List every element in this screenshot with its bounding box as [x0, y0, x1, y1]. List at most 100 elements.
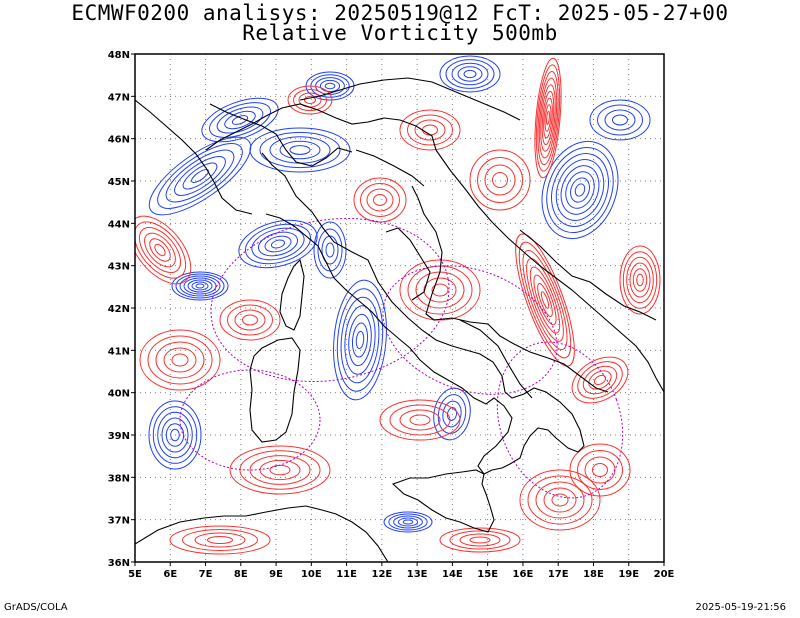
vorticity-contour — [446, 407, 458, 421]
vorticity-contour — [293, 89, 327, 111]
footer-credit: GrADS/COLA — [4, 602, 68, 613]
vorticity-contour — [393, 515, 423, 529]
vorticity-contour — [484, 164, 516, 196]
vorticity-contour — [157, 411, 193, 459]
vorticity-contour — [540, 291, 550, 309]
zero-contour — [210, 218, 450, 382]
vorticity-contour — [259, 131, 341, 169]
vorticity-contour — [249, 127, 351, 173]
vorticity-contour — [229, 445, 331, 495]
balkan-coastline — [435, 149, 664, 393]
vorticity-contour — [414, 119, 446, 141]
vorticity-contour — [570, 177, 590, 203]
vorticity-contour — [546, 110, 550, 126]
lat-tick-label: 37N — [108, 516, 130, 527]
vorticity-contour — [227, 304, 273, 336]
vorticity-contour — [619, 245, 661, 315]
vorticity-contour — [457, 66, 483, 82]
vorticity-contour — [157, 143, 243, 209]
vorticity-contour — [135, 221, 187, 279]
lon-tick-label: 9E — [269, 569, 283, 580]
lon-tick-label: 11E — [336, 569, 357, 580]
lat-tick-label: 47N — [108, 92, 130, 103]
vorticity-contour — [333, 279, 387, 401]
vorticity-contour — [144, 232, 176, 268]
vorticity-contour — [546, 146, 614, 234]
lat-tick-label: 39N — [108, 431, 130, 442]
vorticity-contour — [148, 136, 252, 216]
vorticity-contour — [636, 273, 644, 287]
vorticity-contour — [431, 283, 449, 297]
vorticity-contour — [571, 356, 629, 404]
sardinia-coastline — [249, 337, 301, 443]
vorticity-contour — [244, 223, 312, 265]
vorticity-contour — [551, 493, 569, 507]
vorticity-contour — [560, 165, 600, 215]
vorticity-contour — [163, 347, 197, 373]
lon-tick-label: 19E — [618, 569, 639, 580]
vorticity-contour — [191, 281, 209, 291]
latitude-axis: 36N 37N 38N 39N 40N 41N 42N 43N 44N 45N 46N 47N 48N — [108, 50, 135, 569]
vorticity-contour — [577, 450, 623, 490]
vorticity-contour — [469, 149, 531, 211]
vorticity-contour — [379, 399, 461, 441]
africa-coastline — [135, 505, 389, 562]
france-border — [135, 99, 253, 215]
vorticity-contour — [195, 283, 205, 289]
vorticity-contour — [533, 274, 557, 326]
vorticity-contour — [492, 172, 508, 188]
vorticity-contour — [325, 242, 335, 258]
lon-tick-label: 13E — [407, 569, 428, 580]
inner-border-2 — [385, 227, 431, 301]
vorticity-contour — [383, 511, 433, 533]
vorticity-contour — [537, 70, 559, 166]
vorticity-contours — [135, 55, 661, 555]
vorticity-contour — [239, 450, 321, 490]
vorticity-contour — [423, 277, 457, 303]
map-frame-bg — [135, 54, 664, 562]
vorticity-contour — [543, 97, 553, 139]
vorticity-contour — [360, 183, 400, 217]
vorticity-contour — [543, 487, 577, 513]
vorticity-contour — [373, 194, 387, 206]
vorticity-contour — [179, 275, 221, 297]
vorticity-contour — [147, 335, 213, 385]
vorticity-contour — [399, 109, 461, 151]
vorticity-contour — [589, 99, 651, 141]
vorticity-contour — [540, 84, 556, 152]
lon-tick-label: 6E — [163, 569, 177, 580]
vorticity-contour — [569, 443, 631, 497]
vorticity-contour — [161, 417, 189, 453]
vorticity-contour — [259, 459, 301, 481]
vorticity-contour — [216, 106, 264, 134]
vorticity-contour — [555, 159, 605, 221]
vorticity-contour — [402, 519, 414, 525]
vorticity-contour — [439, 527, 521, 553]
lat-tick-label: 40N — [108, 389, 130, 400]
vorticity-contour — [336, 288, 384, 392]
coastlines-borders — [135, 77, 664, 562]
vorticity-contour — [582, 365, 618, 395]
vorticity-contour — [319, 79, 341, 93]
vorticity-contour — [152, 406, 198, 464]
vorticity-contour — [249, 455, 311, 485]
lon-tick-label: 8E — [234, 569, 248, 580]
vorticity-contour — [344, 305, 376, 375]
vorticity-contour — [351, 322, 369, 358]
vorticity-contour — [264, 235, 292, 253]
vorticity-contour — [534, 57, 562, 179]
vorticity-contour — [234, 309, 266, 331]
vorticity-contour — [526, 258, 564, 342]
italy-coastline — [261, 152, 585, 475]
vorticity-contour — [449, 530, 511, 550]
zero-contour — [496, 341, 624, 499]
corsica-coastline — [279, 258, 305, 331]
vorticity-contour — [409, 414, 431, 426]
vorticity-contour — [541, 90, 555, 146]
lon-tick-label: 10E — [301, 569, 322, 580]
lon-tick-label: 5E — [128, 569, 142, 580]
vorticity-contour — [565, 171, 595, 209]
vorticity-contour — [209, 102, 271, 138]
vorticity-contour — [171, 271, 229, 301]
